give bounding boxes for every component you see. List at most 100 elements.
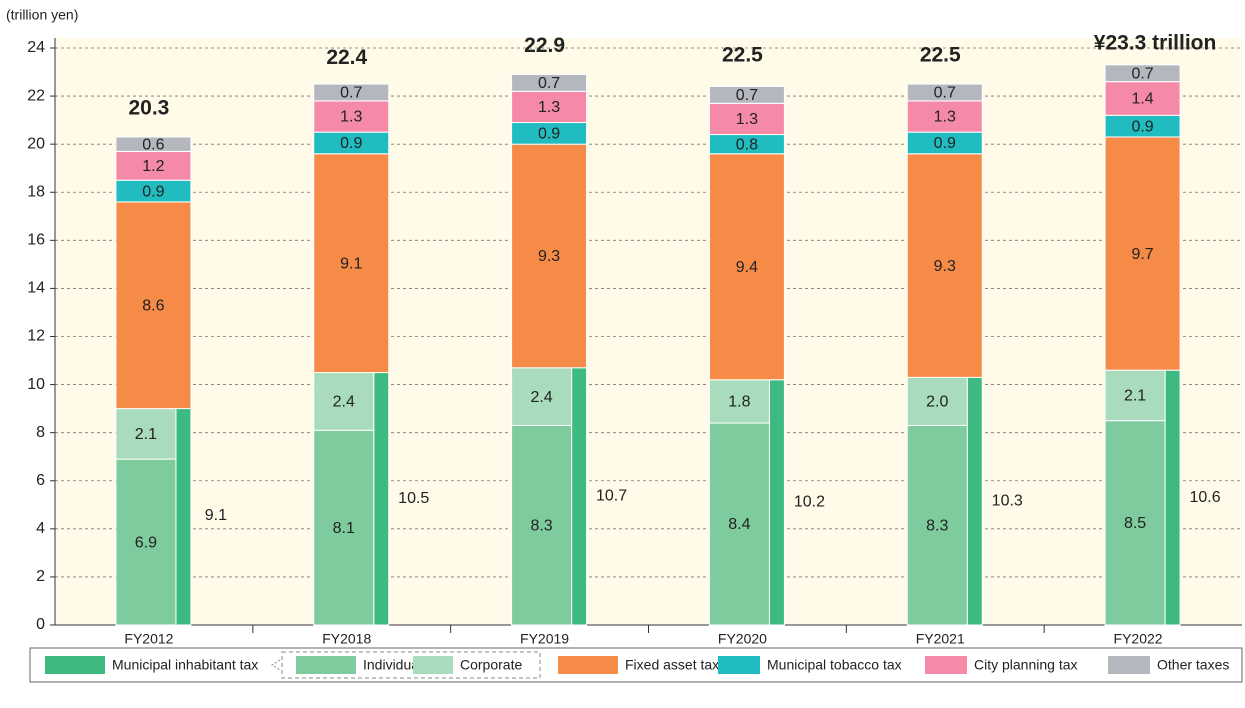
value-label: 0.9 <box>340 135 362 152</box>
x-tick-label: FY2019 <box>520 631 569 647</box>
legend-box <box>29 647 1243 683</box>
value-label: 0.7 <box>736 87 758 104</box>
y-tick-label: 22 <box>27 87 45 104</box>
total-label: 22.5 <box>920 44 961 67</box>
value-label: 8.6 <box>142 297 164 314</box>
legend-label: City planning tax <box>974 657 1078 673</box>
bar-segment <box>906 153 983 378</box>
value-label: 0.7 <box>340 85 362 102</box>
bar-segment <box>511 367 573 426</box>
y-tick-label: 8 <box>36 424 45 441</box>
value-label: 8.5 <box>1124 515 1146 532</box>
bar-segment <box>1104 81 1181 116</box>
value-label: 0.9 <box>142 183 164 200</box>
bar-segment <box>511 143 588 369</box>
bar-segment <box>768 379 785 626</box>
legend-swatch <box>925 656 967 674</box>
value-label: 8.3 <box>530 517 552 534</box>
value-label: 9.3 <box>538 248 560 265</box>
bar-segment <box>708 153 785 381</box>
legend-swatch <box>1108 656 1150 674</box>
value-label: 9.7 <box>1131 246 1153 263</box>
bar-segment <box>966 376 983 626</box>
legend-swatch <box>296 656 356 674</box>
bar-segment <box>511 73 588 92</box>
legend-label: Municipal tobacco tax <box>767 657 902 673</box>
value-label: 10.6 <box>1190 489 1221 506</box>
value-label: 6.9 <box>135 534 157 551</box>
y-tick-label: 24 <box>27 39 45 56</box>
y-tick-label: 16 <box>27 232 45 249</box>
legend-label: Municipal inhabitant tax <box>112 657 258 673</box>
bar-segment <box>1104 136 1181 371</box>
value-label: 1.3 <box>934 109 956 126</box>
bar-segment <box>906 83 983 102</box>
total-label: ¥23.3 trillion <box>1094 32 1217 55</box>
y-tick-label: 2 <box>36 568 45 585</box>
legend-label: Corporate <box>460 657 522 673</box>
bar-segment <box>906 376 968 426</box>
bar-segment <box>373 372 390 626</box>
legend-label: Fixed asset tax <box>625 657 719 673</box>
value-label: 0.9 <box>934 135 956 152</box>
y-tick-label: 14 <box>27 280 45 297</box>
value-label: 0.7 <box>1131 65 1153 82</box>
legend-swatch <box>558 656 618 674</box>
value-label: 1.2 <box>142 158 164 175</box>
value-label: 2.1 <box>1124 388 1146 405</box>
bar-segment <box>115 136 192 152</box>
value-label: 2.4 <box>333 394 355 411</box>
bar-segment <box>1104 369 1166 422</box>
bar-segment <box>1164 369 1181 626</box>
bar-segment <box>313 372 375 431</box>
value-label: 9.1 <box>205 507 227 524</box>
value-label: 2.4 <box>530 389 552 406</box>
bar-segment <box>511 424 573 626</box>
y-tick-label: 6 <box>36 472 45 489</box>
bar-segment <box>1104 64 1181 83</box>
legend-label: Individual <box>363 657 422 673</box>
x-tick-label: FY2021 <box>916 631 965 647</box>
bar-segment <box>906 424 968 626</box>
value-label: 2.1 <box>135 426 157 443</box>
total-label: 22.5 <box>722 44 763 67</box>
value-label: 0.8 <box>736 136 758 153</box>
y-tick-label: 10 <box>27 376 45 393</box>
y-tick-label: 20 <box>27 135 45 152</box>
value-label: 1.3 <box>538 99 560 116</box>
bar-segment <box>313 429 375 626</box>
value-label: 0.6 <box>142 136 164 153</box>
x-tick-label: FY2012 <box>124 631 173 647</box>
x-tick-label: FY2020 <box>718 631 767 647</box>
legend-swatch <box>718 656 760 674</box>
plot-area <box>55 38 1242 625</box>
value-label: 0.9 <box>538 126 560 143</box>
bar-segment <box>708 422 770 626</box>
legend-group-box <box>281 651 541 679</box>
bar-segment <box>313 153 390 374</box>
legend-swatch <box>413 656 453 674</box>
total-label: 22.4 <box>326 46 367 69</box>
value-label: 9.4 <box>736 259 758 276</box>
value-label: 10.3 <box>992 492 1023 509</box>
value-label: 8.4 <box>728 516 750 533</box>
y-tick-label: 12 <box>27 328 45 345</box>
value-label: 9.3 <box>934 258 956 275</box>
value-label: 8.1 <box>333 520 355 537</box>
legend-arrow <box>271 659 281 671</box>
y-axis-label: (trillion yen) <box>6 7 78 23</box>
bar-segment <box>571 367 588 626</box>
total-label: 22.9 <box>524 34 565 57</box>
x-tick-label: FY2022 <box>1114 631 1163 647</box>
total-label: 20.3 <box>128 97 169 120</box>
bar-segment <box>115 201 192 410</box>
y-tick-label: 4 <box>36 520 45 537</box>
legend-label: Other taxes <box>1157 657 1229 673</box>
value-label: 0.7 <box>538 75 560 92</box>
bar-segment <box>313 83 390 102</box>
value-label: 8.3 <box>926 517 948 534</box>
value-label: 0.9 <box>1131 118 1153 135</box>
x-tick-label: FY2018 <box>322 631 371 647</box>
bar-segment <box>511 90 588 124</box>
